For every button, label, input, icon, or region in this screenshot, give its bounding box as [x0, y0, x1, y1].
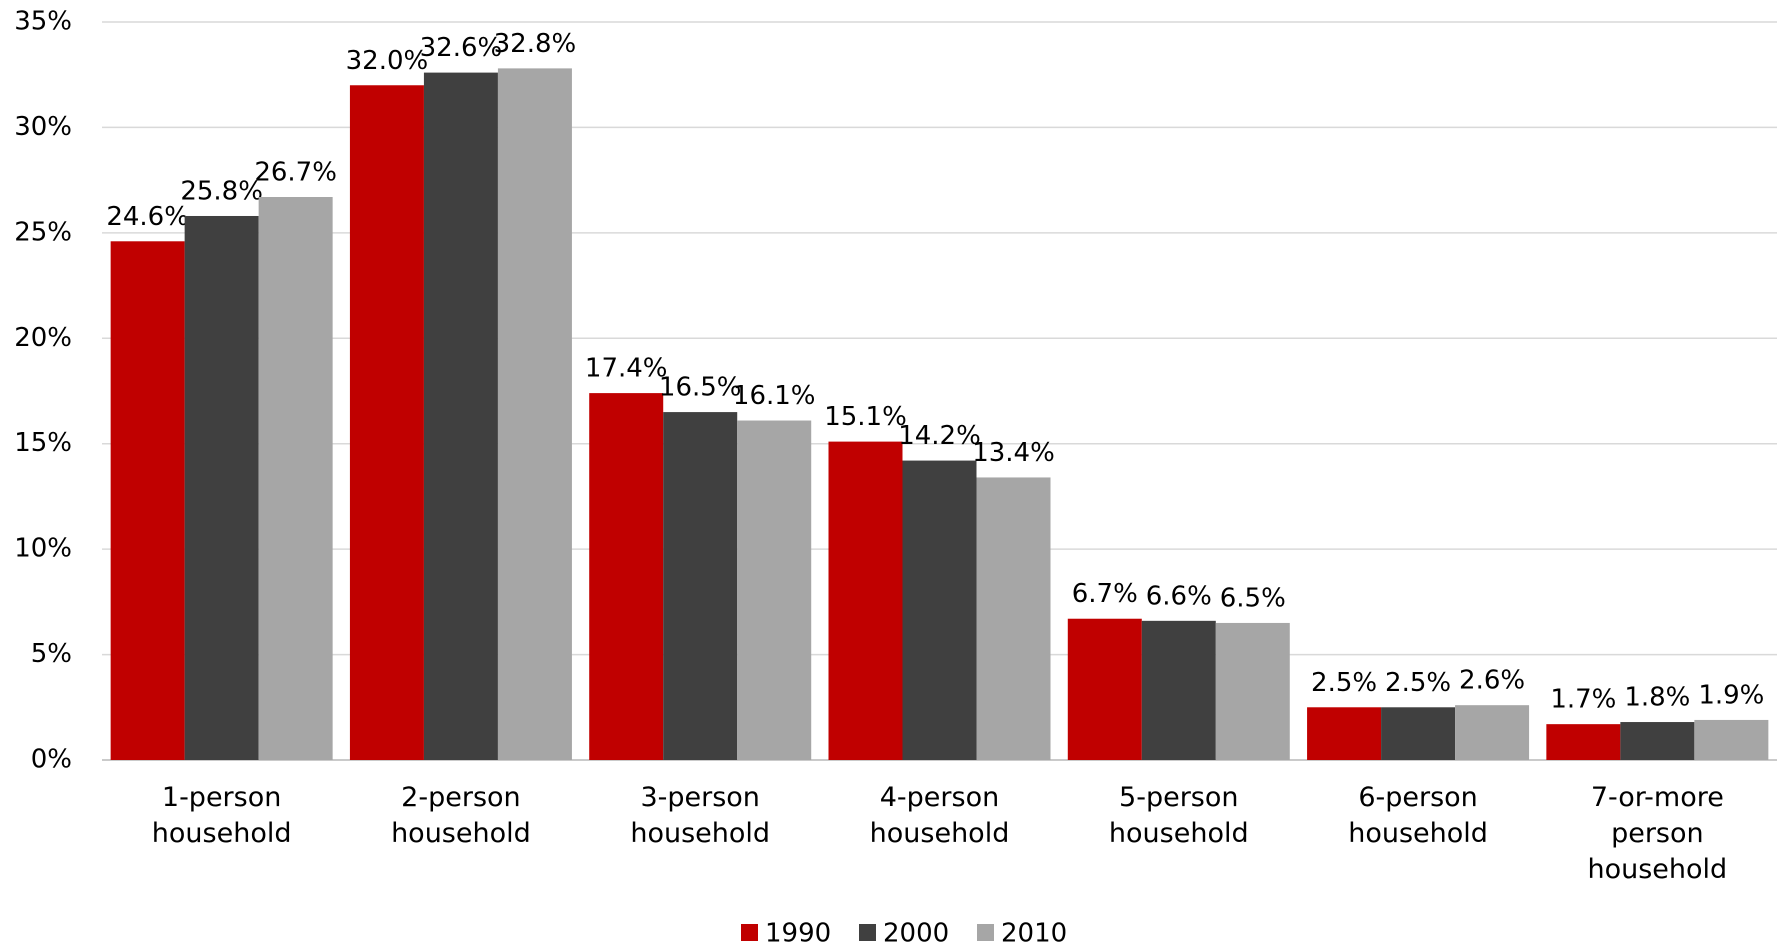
data-label: 6.7%	[1072, 579, 1138, 609]
x-tick-label: 3-person household	[630, 782, 771, 849]
legend-label: 2010	[1001, 919, 1067, 948]
bar	[258, 197, 333, 761]
bar	[902, 460, 977, 760]
y-tick-label: 10%	[14, 534, 72, 564]
bar	[976, 477, 1051, 760]
data-label: 16.1%	[733, 381, 816, 411]
data-label: 15.1%	[824, 402, 907, 432]
data-label: 13.4%	[972, 438, 1055, 468]
data-label: 32.8%	[494, 29, 577, 59]
legend-label: 2000	[883, 919, 949, 948]
y-tick-label: 0%	[31, 745, 72, 775]
data-label: 2.5%	[1385, 668, 1451, 698]
data-label: 2.5%	[1311, 668, 1377, 698]
data-label: 2.6%	[1459, 666, 1525, 696]
x-tick-label: 1-person household	[151, 782, 292, 849]
data-label: 6.6%	[1146, 581, 1212, 611]
bar	[1455, 705, 1530, 760]
y-tick-label: 30%	[14, 112, 72, 142]
data-label: 26.7%	[254, 158, 337, 188]
legend-label: 1990	[765, 919, 831, 948]
y-tick-label: 20%	[14, 323, 72, 353]
bar	[589, 393, 664, 760]
bar	[1141, 620, 1216, 760]
data-label: 1.8%	[1624, 683, 1690, 713]
data-label: 32.0%	[346, 46, 429, 76]
bar	[497, 68, 572, 761]
bar	[1694, 719, 1769, 760]
bar	[737, 420, 812, 760]
y-tick-label: 15%	[14, 428, 72, 458]
data-label: 16.5%	[659, 373, 742, 403]
bar	[184, 215, 259, 760]
y-tick-label: 35%	[14, 7, 72, 37]
data-label: 24.6%	[106, 202, 189, 232]
bar	[1067, 618, 1142, 760]
data-label: 1.7%	[1550, 685, 1616, 715]
data-label: 6.5%	[1220, 583, 1286, 613]
bar	[1620, 722, 1695, 760]
data-label: 25.8%	[180, 176, 263, 206]
data-label: 17.4%	[585, 354, 668, 384]
y-tick-label: 5%	[31, 639, 72, 669]
legend-swatch	[977, 924, 994, 941]
x-tick-label: 6-person household	[1348, 782, 1488, 849]
bar	[828, 441, 903, 760]
x-tick-label: 5-person household	[1108, 782, 1249, 849]
x-tick-label: 2-person household	[391, 782, 531, 849]
legend-swatch	[859, 924, 876, 941]
legend-swatch	[741, 924, 758, 941]
data-label: 14.2%	[898, 421, 981, 451]
bar	[110, 241, 185, 760]
bar	[349, 85, 424, 760]
bar	[1546, 724, 1621, 760]
x-tick-label: 4-person household	[869, 782, 1010, 849]
y-tick-label: 25%	[14, 217, 72, 247]
data-label: 1.9%	[1698, 680, 1764, 710]
data-label: 32.6%	[420, 33, 503, 63]
bar	[1307, 707, 1382, 760]
bar	[663, 412, 738, 760]
bar	[423, 72, 498, 760]
x-tick-label: 7-or-more person household	[1587, 782, 1728, 885]
bar	[1215, 622, 1290, 760]
bar	[1381, 707, 1456, 760]
